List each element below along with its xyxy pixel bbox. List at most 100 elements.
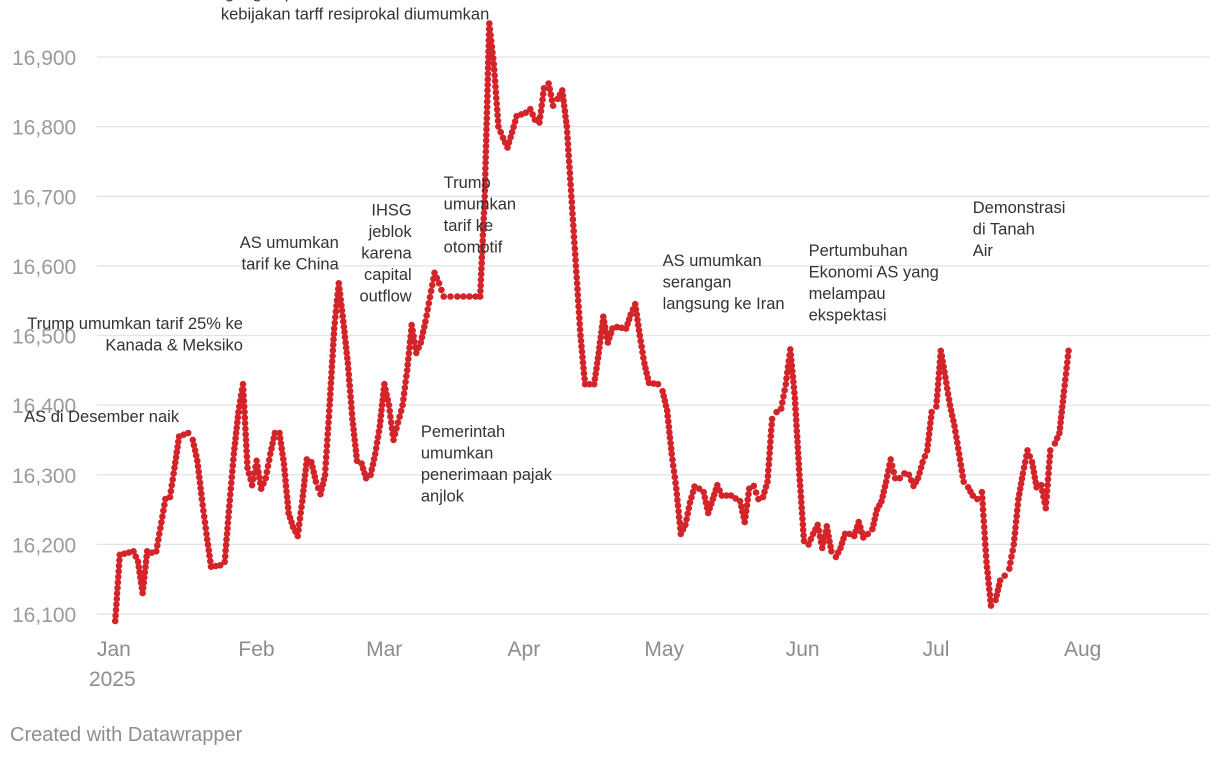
data-point	[375, 428, 383, 435]
data-point	[1006, 565, 1013, 572]
annotation-line: otomotif	[444, 238, 503, 256]
data-point	[919, 458, 926, 466]
data-point	[381, 380, 388, 388]
data-point	[169, 476, 176, 483]
data-point	[143, 553, 150, 560]
data-point	[766, 449, 773, 457]
data-point	[495, 123, 502, 130]
data-point	[299, 497, 306, 505]
data-point	[492, 83, 499, 90]
data-point	[1051, 440, 1059, 447]
data-point	[795, 455, 802, 462]
data-point	[194, 457, 201, 465]
data-point	[569, 210, 576, 217]
data-point	[225, 508, 233, 515]
annotation-line: IHSG	[371, 202, 411, 220]
data-point	[477, 287, 484, 295]
data-point	[670, 468, 678, 475]
data-point	[797, 493, 805, 501]
data-point	[481, 176, 489, 183]
data-point	[788, 357, 795, 364]
data-point	[592, 370, 599, 378]
data-point	[249, 475, 257, 483]
data-point	[790, 384, 798, 391]
data-point	[860, 534, 867, 541]
data-point	[479, 226, 487, 233]
data-point	[337, 296, 345, 304]
data-point	[352, 441, 359, 449]
annotation: Pertumbuhan Ekonomi AS yang melampau ekspek…	[809, 242, 939, 325]
x-axis-labels: Jan 2025 Feb Mar Apr May Jun Jul Aug	[89, 638, 1101, 691]
data-point	[423, 312, 430, 319]
data-point	[460, 293, 467, 300]
data-point	[1065, 347, 1072, 355]
data-point	[222, 547, 229, 554]
data-point	[671, 473, 679, 481]
data-point	[745, 490, 752, 498]
y-tick-label: 16,100	[12, 604, 76, 627]
data-point	[676, 519, 683, 526]
data-point	[504, 144, 511, 151]
data-point	[243, 447, 250, 455]
data-point	[200, 507, 207, 514]
annotations: Perdagangan pertama setelah liburan dan k…	[24, 0, 1065, 506]
data-point	[917, 464, 925, 471]
data-point	[342, 339, 349, 346]
annotation: Trump umumkan tarif ke otomotif	[444, 174, 516, 257]
data-point	[347, 399, 355, 406]
data-point	[283, 493, 291, 501]
data-point	[477, 282, 485, 289]
annotation-line: di Tanah	[973, 220, 1035, 238]
data-point	[1057, 414, 1065, 421]
data-point	[345, 365, 352, 373]
data-point	[240, 392, 247, 399]
data-point	[565, 152, 572, 159]
data-point	[427, 287, 435, 295]
annotation-line: Pertumbuhan	[809, 242, 908, 260]
data-point	[539, 90, 547, 98]
data-point	[947, 407, 955, 414]
data-point	[1028, 458, 1036, 466]
data-point	[348, 410, 356, 417]
annotation-line: capital	[364, 266, 412, 284]
data-point	[824, 528, 831, 535]
data-point	[742, 513, 749, 520]
data-point	[196, 479, 204, 487]
data-point	[982, 552, 990, 560]
data-point	[794, 438, 801, 446]
data-point	[136, 568, 143, 576]
data-point	[1062, 370, 1070, 378]
data-point	[394, 419, 402, 426]
data-point	[577, 337, 585, 345]
data-point	[1026, 453, 1034, 460]
data-point	[566, 175, 574, 183]
data-point	[421, 323, 428, 331]
data-point	[326, 396, 334, 404]
data-point	[666, 434, 674, 442]
data-point	[574, 285, 581, 293]
data-point	[242, 436, 250, 444]
data-point	[568, 204, 576, 212]
data-point	[596, 344, 603, 352]
data-point	[352, 447, 360, 454]
annotation-line: AS umumkan	[663, 252, 762, 270]
data-point	[979, 494, 986, 502]
data-point	[494, 117, 502, 125]
data-point	[142, 558, 150, 566]
data-point	[1058, 408, 1065, 416]
data-point	[173, 448, 181, 456]
data-point	[1057, 419, 1064, 426]
data-point	[139, 584, 147, 592]
data-point	[403, 372, 410, 380]
data-point	[635, 327, 643, 334]
data-point	[601, 323, 609, 331]
data-point	[404, 361, 412, 369]
data-point	[425, 300, 433, 307]
data-point	[302, 466, 310, 474]
annotation-line: kebijakan tarff resiprokal diumumkan	[221, 5, 489, 23]
data-point	[140, 579, 148, 586]
data-point	[1031, 474, 1039, 481]
data-point	[403, 367, 411, 374]
data-point	[673, 491, 681, 498]
data-point	[221, 552, 229, 560]
